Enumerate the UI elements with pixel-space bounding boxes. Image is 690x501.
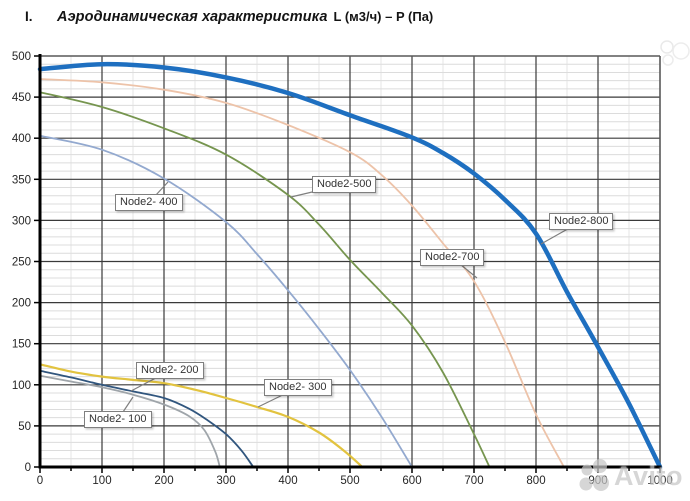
y-tick-label: 50 — [18, 421, 31, 433]
x-tick-label: 200 — [154, 475, 173, 487]
x-tick-label: 900 — [588, 475, 607, 487]
x-tick-label: 300 — [216, 475, 235, 487]
series-curve-Node2-500 — [39, 91, 491, 468]
x-tick-label: 400 — [278, 475, 297, 487]
axis-ticks — [34, 55, 661, 473]
series-curve-Node2-800 — [37, 61, 663, 470]
x-tick-label: 800 — [526, 475, 545, 487]
y-tick-label: 100 — [12, 380, 31, 392]
series-label-Node2-100: Node2- 100 — [84, 411, 152, 428]
title-index: I. — [25, 9, 33, 24]
y-tick-label: 0 — [25, 462, 31, 474]
x-tick-label: 0 — [37, 475, 43, 487]
x-tick-label: 700 — [464, 475, 483, 487]
x-tick-label: 1000 — [647, 475, 673, 487]
series-curve-Node2-300 — [38, 363, 364, 469]
x-tick-label: 100 — [92, 475, 111, 487]
series-curve-Node2-400 — [39, 134, 413, 468]
series-label-Node2-200: Node2- 200 — [136, 362, 204, 379]
tick-labels: 0 100 200 300 400 500 600 700 800 900 1000 0 50 100 15… — [12, 51, 673, 487]
y-tick-label: 300 — [12, 215, 31, 227]
y-tick-label: 350 — [12, 174, 31, 186]
y-tick-label: 400 — [12, 133, 31, 145]
series-curves — [37, 61, 663, 470]
series-label-Node2-700: Node2-700 — [420, 249, 485, 266]
series-curve-Node2-700 — [39, 78, 565, 468]
title-text: Аэродинамическая характеристика — [57, 9, 328, 25]
x-tick-label: 600 — [402, 475, 421, 487]
x-tick-label: 500 — [340, 475, 359, 487]
y-tick-label: 250 — [12, 257, 31, 269]
series-label-Node2-800: Node2-800 — [549, 213, 614, 230]
series-label-Node2-500: Node2-500 — [312, 176, 377, 193]
series-curve-Node2-100 — [39, 374, 221, 468]
y-tick-label: 450 — [12, 92, 31, 104]
y-tick-label: 150 — [12, 339, 31, 351]
series-curve-Node2-200 — [39, 369, 255, 468]
y-tick-label: 500 — [12, 51, 31, 63]
series-label-Node2-400: Node2- 400 — [115, 194, 183, 211]
chart-title: I. Аэродинамическая характеристика L (м3/ч… — [25, 8, 433, 26]
title-units: L (м3/ч) – P (Па) — [333, 9, 434, 24]
plot-border — [40, 55, 661, 467]
series-label-Node2-300: Node2- 300 — [264, 379, 332, 396]
y-tick-label: 200 — [12, 298, 31, 310]
